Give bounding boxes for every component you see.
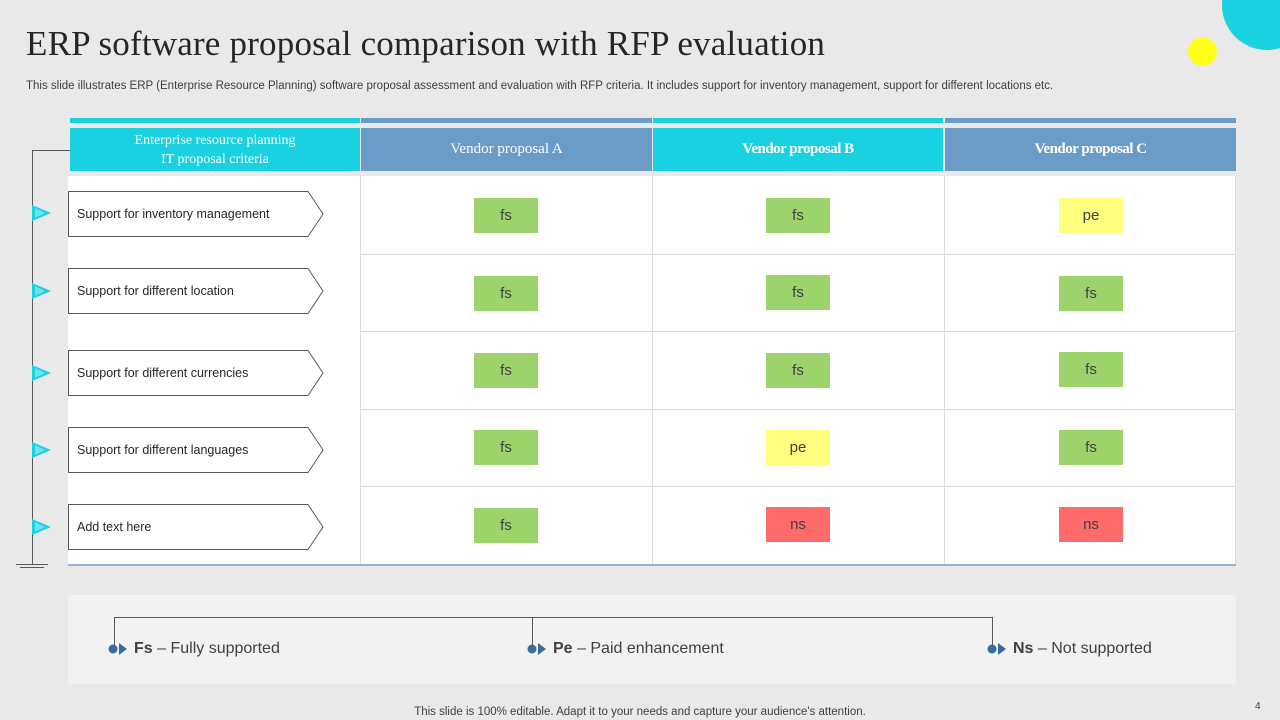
- bullet-arrow-icon: [527, 643, 546, 655]
- legend-key: Pe: [553, 640, 573, 657]
- legend-panel: [68, 595, 1236, 684]
- legend-key: Fs: [134, 640, 153, 657]
- column-divider: [652, 176, 653, 565]
- triangle-arrow-icon: [32, 365, 51, 381]
- legend-key: Ns: [1013, 640, 1034, 657]
- criteria-row-1: Support for inventory management: [68, 191, 324, 237]
- page-number: 4: [1255, 701, 1261, 712]
- header-vendor-a: Vendor proposal A: [361, 128, 652, 171]
- decorative-circle-cyan: [1222, 0, 1280, 50]
- rating-badge: fs: [474, 508, 538, 543]
- header-vendor-c: Vendor proposal C: [945, 128, 1236, 171]
- rating-badge: fs: [1059, 276, 1123, 311]
- rating-badge: fs: [766, 353, 830, 388]
- legend-not-supported: Ns – Not supported: [1013, 640, 1152, 658]
- criteria-row-3: Support for different currencies: [68, 350, 324, 396]
- legend-text: – Fully supported: [152, 640, 280, 657]
- legend-fully-supported: Fs – Fully supported: [134, 640, 280, 658]
- triangle-arrow-icon: [32, 205, 51, 221]
- table-bottom-border: [68, 564, 1236, 566]
- slide-subtitle: This slide illustrates ERP (Enterprise R…: [26, 80, 1054, 92]
- bullet-arrow-icon: [987, 643, 1006, 655]
- column-divider: [944, 176, 945, 565]
- rating-badge: fs: [1059, 430, 1123, 465]
- criteria-row-5: Add text here: [68, 504, 324, 550]
- legend-connector: [992, 617, 993, 650]
- legend-text: – Paid enhancement: [572, 640, 724, 657]
- row-divider: [361, 486, 1236, 487]
- column-divider: [1235, 176, 1236, 565]
- triangle-arrow-icon: [32, 442, 51, 458]
- legend-paid-enhancement: Pe – Paid enhancement: [553, 640, 724, 658]
- slide-title: ERP software proposal comparison with RF…: [26, 24, 826, 63]
- row-divider: [361, 254, 1236, 255]
- rating-badge: fs: [766, 198, 830, 233]
- row-divider: [361, 331, 1236, 332]
- connector-line: [32, 150, 70, 151]
- rating-badge: fs: [474, 198, 538, 233]
- rating-badge: fs: [474, 276, 538, 311]
- header-criteria-line2: IT proposal criteria: [161, 151, 269, 167]
- criteria-label: Support for inventory management: [77, 207, 270, 221]
- header-criteria-line1: Enterprise resource planning: [134, 132, 296, 148]
- criteria-row-4: Support for different languages: [68, 427, 324, 473]
- criteria-label: Add text here: [77, 520, 152, 534]
- legend-connector: [532, 617, 533, 650]
- triangle-arrow-icon: [32, 519, 51, 535]
- column-divider: [360, 176, 361, 565]
- criteria-label: Support for different location: [77, 284, 234, 298]
- criteria-label: Support for different currencies: [77, 366, 249, 380]
- rating-badge: pe: [1059, 198, 1123, 233]
- rating-badge: pe: [766, 430, 830, 465]
- legend-text: – Not supported: [1033, 640, 1152, 657]
- header-vendor-b: Vendor proposal B: [653, 128, 943, 171]
- rating-badge: fs: [474, 353, 538, 388]
- header-accent-vendor-c: [945, 118, 1236, 123]
- rating-badge: fs: [1059, 352, 1123, 387]
- bullet-arrow-icon: [108, 643, 127, 655]
- decorative-circle-yellow: [1188, 37, 1217, 66]
- legend-connector: [114, 617, 115, 650]
- header-accent-vendor-b: [653, 118, 943, 123]
- row-divider: [361, 409, 1236, 410]
- rating-badge: ns: [1059, 507, 1123, 542]
- header-criteria: Enterprise resource planning IT proposal…: [70, 128, 360, 171]
- criteria-row-2: Support for different location: [68, 268, 324, 314]
- footer-note: This slide is 100% editable. Adapt it to…: [414, 706, 866, 718]
- rating-badge: ns: [766, 507, 830, 542]
- header-accent-vendor-a: [361, 118, 652, 123]
- rating-badge: fs: [766, 275, 830, 310]
- rating-badge: fs: [474, 430, 538, 465]
- connector-line: [32, 150, 33, 564]
- criteria-label: Support for different languages: [77, 443, 249, 457]
- connector-base: [16, 564, 48, 565]
- legend-connector: [114, 617, 993, 618]
- header-accent-criteria: [70, 118, 360, 123]
- connector-base: [20, 567, 44, 568]
- triangle-arrow-icon: [32, 283, 51, 299]
